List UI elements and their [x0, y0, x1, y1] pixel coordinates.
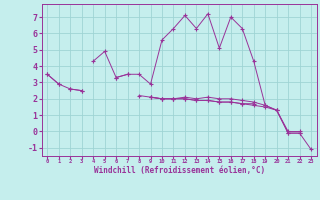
- X-axis label: Windchill (Refroidissement éolien,°C): Windchill (Refroidissement éolien,°C): [94, 166, 265, 175]
